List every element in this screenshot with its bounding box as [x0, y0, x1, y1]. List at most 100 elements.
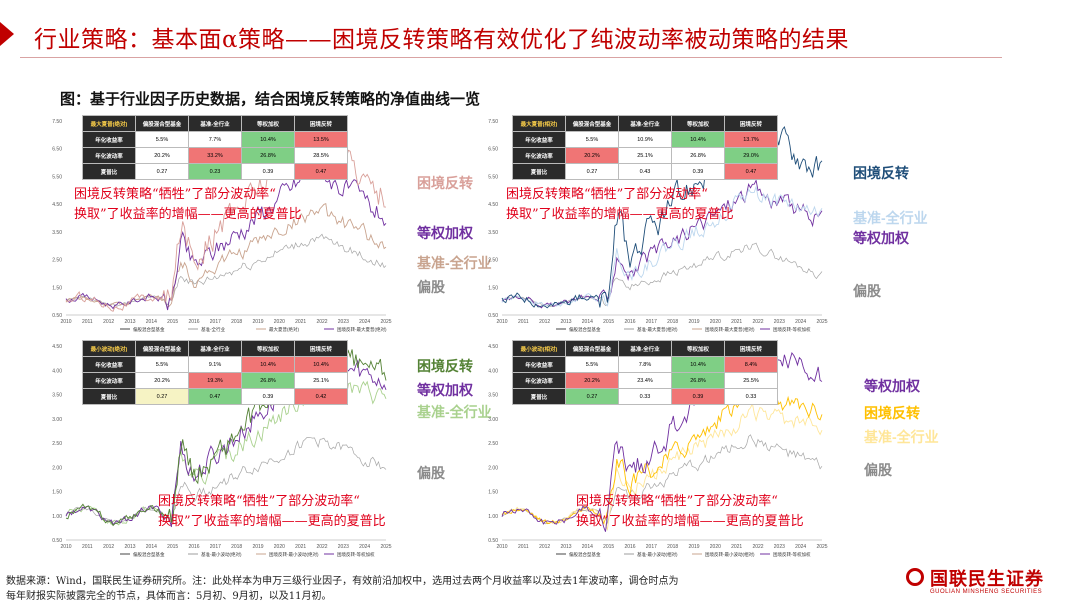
y-tick-label: 3.50 — [52, 393, 62, 399]
footer-line-1: 数据来源：Wind，国联民生证券研究所。注：此处样本为申万三级行业因子，有效前沿… — [6, 576, 679, 587]
table-cell: 7.7% — [188, 131, 242, 148]
table-cell: 5.5% — [135, 356, 189, 373]
title-marker — [0, 22, 14, 46]
y-tick-label: 2.50 — [52, 441, 62, 447]
y-tick-label: 4.50 — [488, 202, 498, 208]
table-header: 等权加权 — [241, 115, 295, 132]
table-cell: 26.8% — [671, 372, 725, 389]
series-line — [501, 242, 823, 308]
table-cell: 19.3% — [188, 372, 242, 389]
series-line — [65, 165, 387, 311]
table-cell: 0.39 — [241, 163, 295, 180]
x-tick-label: 2021 — [295, 544, 306, 550]
x-tick-label: 2014 — [582, 319, 593, 325]
table-header: 困境反转 — [724, 340, 778, 357]
logo-subname: GUOLIAN MINSHENG SECURITIES — [930, 589, 1043, 595]
table-cell: 28.5% — [294, 147, 348, 164]
chart-panel-3: 0.50 1.00 1.50 2.00 2.50 3.00 3.50 4.00 4.50 2010… — [40, 340, 508, 557]
annotation-note: 困境反转策略“牺牲”了部分波动率“ 换取”了收益率的增幅——更高的夏普比 — [576, 494, 804, 529]
stats-table: 最大夏普(绝对) 偏股混合型基金 基准-全行业 等权加权 困境反转 年化收益率 5.5% 7.… — [82, 115, 348, 180]
x-tick-label: 2023 — [774, 544, 785, 550]
table-corner: 最小波动(绝对) — [82, 340, 136, 357]
x-tick-label: 2016 — [624, 319, 635, 325]
y-tick-label: 3.50 — [488, 393, 498, 399]
table-header: 偏股混合型基金 — [135, 115, 189, 132]
x-tick-label: 2020 — [274, 544, 285, 550]
table-cell: 0.27 — [135, 388, 189, 405]
table-header: 困境反转 — [294, 340, 348, 357]
series-label: 基准-全行业 — [417, 404, 492, 420]
table-cell: 10.4% — [294, 356, 348, 373]
legend-label: 基准-全行业 — [201, 326, 225, 332]
table-cell: 20.2% — [565, 147, 619, 164]
y-tick-label: 5.50 — [488, 174, 498, 180]
x-tick-label: 2019 — [252, 319, 263, 325]
y-tick-label: 3.00 — [52, 417, 62, 423]
x-tick-label: 2018 — [231, 319, 242, 325]
annotation-note: 困境反转策略“牺牲”了部分波动率“ 换取”了收益率的增幅——更高的夏普比 — [506, 187, 734, 222]
x-tick-label: 2012 — [103, 319, 114, 325]
series-label: 偏股 — [417, 279, 445, 295]
y-tick-label: 0.50 — [52, 313, 62, 319]
y-tick-label: 4.00 — [52, 368, 62, 374]
table-cell: 23.4% — [618, 372, 672, 389]
legend-label: 困境反转-最大夏普(相对) — [705, 326, 755, 332]
series-label: 困境反转 — [417, 175, 473, 191]
series-line — [65, 202, 387, 308]
y-tick-label: 2.50 — [52, 258, 62, 264]
legend-label: 偏股混合型基金 — [569, 551, 601, 557]
table-cell: 0.27 — [565, 163, 619, 180]
table-cell: 29.0% — [724, 147, 778, 164]
table-row-label: 年化收益率 — [82, 356, 136, 373]
x-tick-label: 2020 — [710, 544, 721, 550]
x-tick-label: 2013 — [124, 319, 135, 325]
y-tick-label: 3.00 — [488, 417, 498, 423]
x-tick-label: 2025 — [380, 319, 391, 325]
table-row-label: 年化波动率 — [512, 372, 566, 389]
y-tick-label: 2.00 — [488, 465, 498, 471]
table-cell: 0.33 — [618, 388, 672, 405]
table-row: 年化波动率 20.2% 23.4% 26.8% 25.5% — [512, 372, 778, 389]
table-row-label: 年化收益率 — [512, 131, 566, 148]
table-cell: 0.42 — [294, 388, 348, 405]
series-line — [501, 401, 823, 532]
table-row: 年化收益率 5.5% 7.7% 10.4% 13.5% — [82, 131, 348, 148]
y-tick-label: 1.50 — [488, 285, 498, 291]
x-tick-label: 2019 — [252, 544, 263, 550]
series-label: 困境反转 — [853, 165, 909, 181]
x-tick-label: 2019 — [688, 544, 699, 550]
table-row: 年化收益率 5.5% 7.8% 10.4% 8.4% — [512, 356, 778, 373]
x-tick-label: 2022 — [752, 319, 763, 325]
legend-label: 基准-最小波动(绝对) — [201, 551, 242, 557]
legend-label: 困境反转-等权加权 — [773, 326, 811, 332]
table-cell: 0.39 — [671, 388, 725, 405]
table-row-label: 年化收益率 — [82, 131, 136, 148]
y-tick-label: 1.50 — [52, 490, 62, 496]
x-tick-label: 2020 — [274, 319, 285, 325]
table-row: 年化收益率 5.5% 9.1% 10.4% 10.4% — [82, 356, 348, 373]
figure-subtitle: 图：基于行业因子历史数据，结合困境反转策略的净值曲线一览 — [60, 90, 481, 108]
table-cell: 10.9% — [618, 131, 672, 148]
series-label: 等权加权 — [864, 378, 920, 394]
table-header: 偏股混合型基金 — [135, 340, 189, 357]
y-tick-label: 1.50 — [488, 490, 498, 496]
series-label: 等权加权 — [853, 230, 909, 246]
legend-label: 困境反转-最小波动(相对) — [705, 551, 755, 557]
x-tick-label: 2019 — [688, 319, 699, 325]
table-corner: 最大夏普(相对) — [512, 115, 566, 132]
legend-label: 困境反转-等权加权 — [337, 551, 375, 557]
series-line — [65, 233, 387, 307]
x-tick-label: 2022 — [316, 319, 327, 325]
table-cell: 13.5% — [294, 131, 348, 148]
table-cell: 10.4% — [241, 131, 295, 148]
x-tick-label: 2014 — [146, 544, 157, 550]
table-row-label: 夏普比 — [82, 163, 136, 180]
chart-panel-1: 0.50 1.50 2.50 3.50 4.50 5.50 6.50 7.50 2010 2011… — [40, 115, 508, 332]
table-corner: 最大夏普(绝对) — [82, 115, 136, 132]
y-tick-label: 2.00 — [52, 465, 62, 471]
table-header: 等权加权 — [241, 340, 295, 357]
table-header: 等权加权 — [671, 340, 725, 357]
table-cell: 10.4% — [241, 356, 295, 373]
table-cell: 0.43 — [618, 163, 672, 180]
footer-source: 数据来源：Wind，国联民生证券研究所。注：此处样本为申万三级行业因子，有效前沿… — [6, 574, 826, 604]
